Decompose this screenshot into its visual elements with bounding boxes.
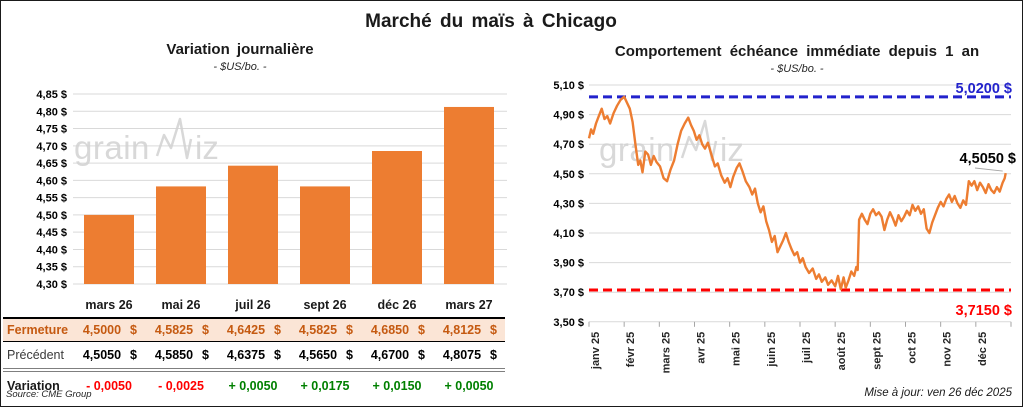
x-axis-month-label: mars 25	[660, 332, 672, 374]
value-cell: - 0,0050	[86, 379, 132, 393]
value-cell: 4,5050 $	[73, 341, 145, 372]
table-corner	[3, 296, 73, 318]
last-price-label: 4,5050 $	[960, 151, 1016, 167]
y-axis-tick-label: 4,75 $	[36, 124, 67, 136]
line-chart-title: Comportement échéance immédiate depuis 1…	[614, 43, 980, 60]
value-cell: 4,6375 $	[217, 341, 289, 372]
y-axis-tick-label: 4,45 $	[36, 227, 67, 239]
y-axis-tick-label: 4,35 $	[36, 262, 67, 274]
y-axis-tick-label: 4,50 $	[553, 169, 584, 181]
value-cell: 4,6425 $	[217, 317, 289, 342]
x-axis-month-label: janv 25	[590, 332, 602, 370]
y-axis-tick-label: 4,60 $	[36, 175, 67, 187]
grainwiz-watermark: grain iz	[599, 119, 744, 168]
yearly-high-label: 5,0200 $	[956, 81, 1012, 97]
watermark-text-pre: grain	[74, 129, 150, 166]
watermark-text-post: iz	[195, 129, 219, 166]
y-axis-tick-label: 4,55 $	[36, 193, 67, 205]
bar-mai 26	[156, 186, 206, 284]
front-month-line-chart: 5,10 $ 4,90 $ 4,70 $ 4,50 $ 4,30 $ 4,10 $ 3,90…	[553, 80, 1016, 374]
update-note: Mise à jour: ven 26 déc 2025	[864, 387, 1012, 399]
line-chart-subtitle: - $US/bo. -	[770, 63, 824, 75]
x-axis-month-label: août 25	[836, 332, 848, 371]
value-cell: 4,5650 $	[289, 341, 361, 372]
grainwiz-watermark: grain iz	[74, 117, 219, 166]
row-label: Variation	[7, 379, 60, 393]
page-title: Marché du maïs à Chicago	[365, 11, 617, 32]
value-cell: 4,5000 $	[73, 317, 145, 342]
y-axis-tick-label: 4,85 $	[36, 89, 67, 101]
bar-chart-subtitle: - $US/bo. -	[213, 61, 267, 73]
bar-déc 26	[372, 151, 422, 284]
y-axis-tick-label: 3,90 $	[553, 258, 584, 270]
bar-mars 27	[444, 106, 494, 284]
last-point-leader-line	[974, 167, 1003, 172]
watermark-text-post: iz	[720, 131, 744, 168]
contract-column-header: mai 26	[161, 298, 201, 312]
row-label: Précédent	[3, 341, 73, 372]
value-cell: + 0,0175	[300, 379, 350, 393]
row-label: Fermeture	[3, 317, 73, 342]
contract-column-header: sept 26	[303, 298, 347, 312]
value-cell: + 0,0050	[228, 379, 278, 393]
value-cell: 4,8075 $	[433, 341, 505, 372]
x-axis-month-label: oct 25	[906, 332, 918, 364]
value-cell: 4,5850 $	[145, 341, 217, 372]
x-axis-month-label: avr 25	[695, 332, 707, 364]
value-cell: + 0,0150	[372, 379, 422, 393]
table-row-variation: Variation - 0,0050 - 0,0025 + 0,0050 + 0,017…	[3, 370, 505, 397]
bar-sept 26	[300, 186, 350, 284]
y-axis-tick-label: 4,40 $	[36, 244, 67, 256]
value-cell: 4,5825 $	[145, 317, 217, 342]
bar-chart-title: Variation journalière	[166, 41, 314, 58]
contract-column-header: juil 26	[235, 298, 271, 312]
x-axis-month-label: févr 25	[625, 332, 637, 367]
y-axis-tick-label: 4,70 $	[36, 141, 67, 153]
table-row-previous: Précédent 4,5050 $4,5850 $4,6375 $4,5650 $4,6…	[3, 341, 505, 372]
y-axis-tick-label: 4,65 $	[36, 158, 67, 170]
bar-juil 26	[228, 165, 278, 284]
price-series-line	[587, 95, 1007, 291]
y-axis-tick-label: 4,30 $	[553, 198, 584, 210]
source-note: Source: CME Group	[6, 389, 92, 400]
value-cell: 4,5825 $	[289, 317, 361, 342]
x-axis-month-label: sept 25	[871, 332, 883, 370]
y-axis-tick-label: 5,10 $	[553, 80, 584, 92]
watermark-spark-icon	[155, 117, 193, 160]
x-axis-month-label: juil 25	[801, 332, 813, 364]
y-axis-tick-label: 4,70 $	[553, 139, 584, 151]
x-axis-month-label: déc 25	[977, 332, 989, 366]
contract-column-header: déc 26	[377, 298, 417, 312]
y-axis-tick-label: 4,30 $	[36, 279, 67, 291]
x-axis-month-label: mai 25	[731, 332, 743, 366]
x-axis-month-label: nov 25	[942, 332, 954, 367]
y-axis-tick-label: 4,10 $	[553, 228, 584, 240]
y-axis-tick-label: 3,50 $	[553, 317, 584, 329]
contract-column-header: mars 27	[445, 298, 493, 312]
value-cell: - 0,0025	[158, 379, 204, 393]
yearly-low-label: 3,7150 $	[956, 303, 1012, 319]
value-cell: 4,8125 $	[433, 317, 505, 342]
y-axis-tick-label: 4,90 $	[553, 110, 584, 122]
y-axis-tick-label: 4,50 $	[36, 210, 67, 222]
table-header-row: mars 26 mai 26 juil 26 sept 26 déc 26 mars 27	[3, 296, 505, 318]
value-cell: + 0,0050	[444, 379, 494, 393]
value-cell: 4,6850 $	[361, 317, 433, 342]
bar-mars 26	[84, 214, 134, 284]
y-axis-tick-label: 3,70 $	[553, 287, 584, 299]
contract-column-header: mars 26	[85, 298, 133, 312]
value-cell: 4,6700 $	[361, 341, 433, 372]
futures-table: mars 26 mai 26 juil 26 sept 26 déc 26 mars 27…	[3, 296, 505, 397]
daily-variation-bar-chart: 4,30 $ 4,35 $ 4,40 $ 4,45 $ 4,50 $ 4,55 $ 4,60…	[36, 89, 507, 291]
y-axis-tick-label: 4,80 $	[36, 106, 67, 118]
x-axis-month-label: juin 25	[766, 332, 778, 368]
table-row-close: Fermeture 4,5000 $4,5825 $4,6425 $4,5825 $4,6…	[3, 317, 505, 342]
